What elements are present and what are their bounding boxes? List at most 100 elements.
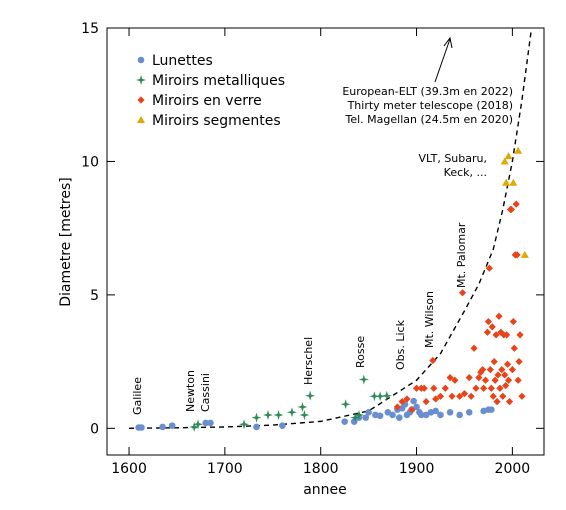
point [358,374,369,385]
point [159,423,166,431]
point [389,411,396,419]
point [480,384,488,392]
point [470,344,478,352]
point [493,398,501,406]
point [286,407,297,418]
point [489,392,497,400]
point [430,384,438,392]
annotation: Mt. Palomar [455,222,468,288]
annotation: Rosse [354,336,367,368]
plot-frame [106,27,545,456]
point [490,357,498,366]
point [381,390,392,401]
point [510,344,518,352]
point [422,398,430,406]
annotation: Herschel [302,337,315,385]
y-tick-label: 10 [81,154,99,170]
point [501,371,509,379]
point [305,390,316,401]
point [488,323,496,331]
x-tick-label: 1700 [207,461,243,477]
y-tick-label: 5 [90,288,99,304]
point [376,412,384,420]
point [420,384,428,392]
point [492,331,500,339]
point [429,356,437,365]
annotation: Tel. Magellan (24.5m en 2020) [345,113,514,126]
x-tick-label: 2000 [495,461,531,477]
point [503,331,511,339]
point [412,384,421,392]
point [354,409,365,420]
point [465,374,473,382]
legend-label: Miroirs segmentes [152,113,281,129]
point [340,399,351,410]
point [520,250,529,258]
point [251,412,262,423]
point [514,146,523,154]
y-axis-label: Diametre [metres] [58,177,74,307]
point [516,331,524,339]
annotation: Obs. Lick [394,319,407,370]
point [189,421,200,432]
point [239,419,250,430]
x-tick-label: 1900 [399,461,435,477]
trend-curve [129,27,533,430]
legend-marker [137,96,145,104]
point [460,390,469,398]
annotation: VLT, Subaru, [418,152,487,165]
point [437,411,444,419]
point [422,411,430,419]
legend-label: Lunettes [152,53,213,69]
point [207,419,214,427]
point [458,289,467,297]
point [508,366,516,374]
point [418,411,425,419]
point [441,384,449,392]
point [513,251,521,259]
point [467,392,475,400]
point [509,317,517,326]
point [485,264,493,272]
point [515,357,523,366]
point [491,376,499,384]
point [495,312,503,320]
legend-label: Miroirs metalliques [152,73,285,89]
point [487,406,495,413]
point [297,401,308,412]
point [479,366,487,374]
point [393,403,401,411]
legend-marker [137,56,145,64]
point [398,398,406,406]
point [486,366,494,374]
point [500,157,509,165]
point [502,382,510,390]
point [350,412,361,423]
point [465,409,473,416]
arrow [434,36,453,83]
point [509,178,518,186]
annotation: Thirty meter telescope (2018) [347,99,513,112]
point [253,423,260,431]
point [138,424,145,431]
point [432,395,440,403]
point [384,409,392,416]
x-tick-label: 1600 [111,461,147,477]
point [168,422,176,429]
point [518,392,526,400]
point [451,376,459,384]
point [403,395,411,403]
annotation: Galilee [131,377,144,415]
point [410,397,417,405]
point [369,391,380,402]
point [494,371,502,379]
point [475,374,483,382]
point [499,392,507,400]
point [448,392,456,400]
point [484,317,493,326]
point [514,376,522,384]
x-tick-label: 1800 [303,461,339,477]
y-tick-label: 0 [90,421,99,437]
annotation: European-ELT (39.3m en 2022) [342,85,513,98]
